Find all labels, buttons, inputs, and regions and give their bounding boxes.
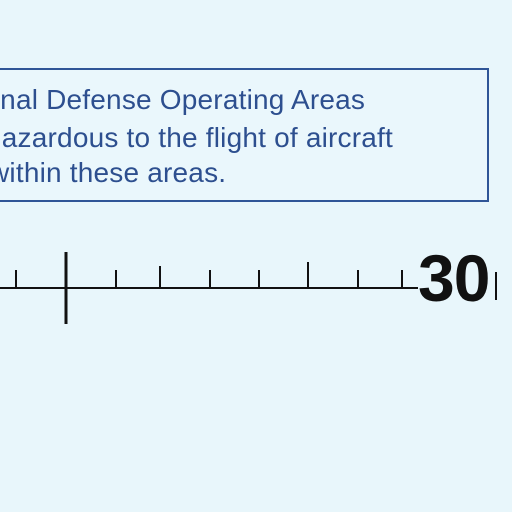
restricted-area-notice-box [0,68,489,202]
notice-line-3: within these areas. [0,157,227,188]
notice-line-2: hazardous to the flight of aircraft [0,122,393,153]
notice-line-1: tional Defense Operating Areas [0,84,366,115]
scale-label: 30 [418,241,490,315]
